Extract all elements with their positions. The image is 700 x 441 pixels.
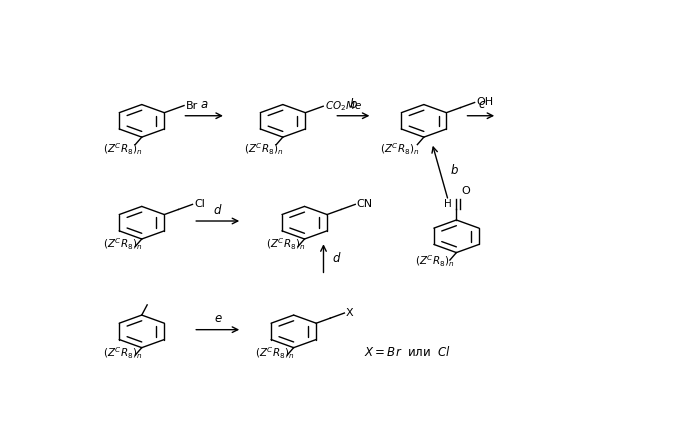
Text: CN: CN (357, 199, 373, 209)
Text: $(Z^CR_8)_n$: $(Z^CR_8)_n$ (415, 254, 454, 269)
Text: Br: Br (186, 101, 198, 111)
Text: $X = Br$  или  $Cl$: $X = Br$ или $Cl$ (364, 345, 452, 359)
Text: OH: OH (476, 97, 494, 108)
Text: $CO_2Me$: $CO_2Me$ (325, 99, 362, 113)
Text: H: H (444, 199, 452, 209)
Text: c: c (478, 98, 484, 111)
Text: $(Z^CR_8)_n$: $(Z^CR_8)_n$ (103, 142, 143, 157)
Text: a: a (200, 98, 208, 111)
Text: d: d (214, 204, 221, 217)
Text: $(Z^CR_8)_n$: $(Z^CR_8)_n$ (103, 346, 143, 361)
Text: $(Z^CR_8)_n$: $(Z^CR_8)_n$ (379, 142, 419, 157)
Text: $(Z^CR_8)_n$: $(Z^CR_8)_n$ (255, 346, 295, 361)
Text: $(Z^CR_8)_n$: $(Z^CR_8)_n$ (244, 142, 284, 157)
Text: $(Z^CR_8)_n$: $(Z^CR_8)_n$ (103, 237, 143, 253)
Text: $(Z^CR_8)_n$: $(Z^CR_8)_n$ (266, 237, 305, 253)
Text: b: b (451, 164, 458, 176)
Text: b: b (349, 98, 357, 111)
Text: d: d (332, 252, 340, 265)
Text: Cl: Cl (194, 199, 205, 209)
Text: X: X (346, 308, 354, 318)
Text: O: O (462, 186, 470, 195)
Text: e: e (214, 312, 221, 325)
